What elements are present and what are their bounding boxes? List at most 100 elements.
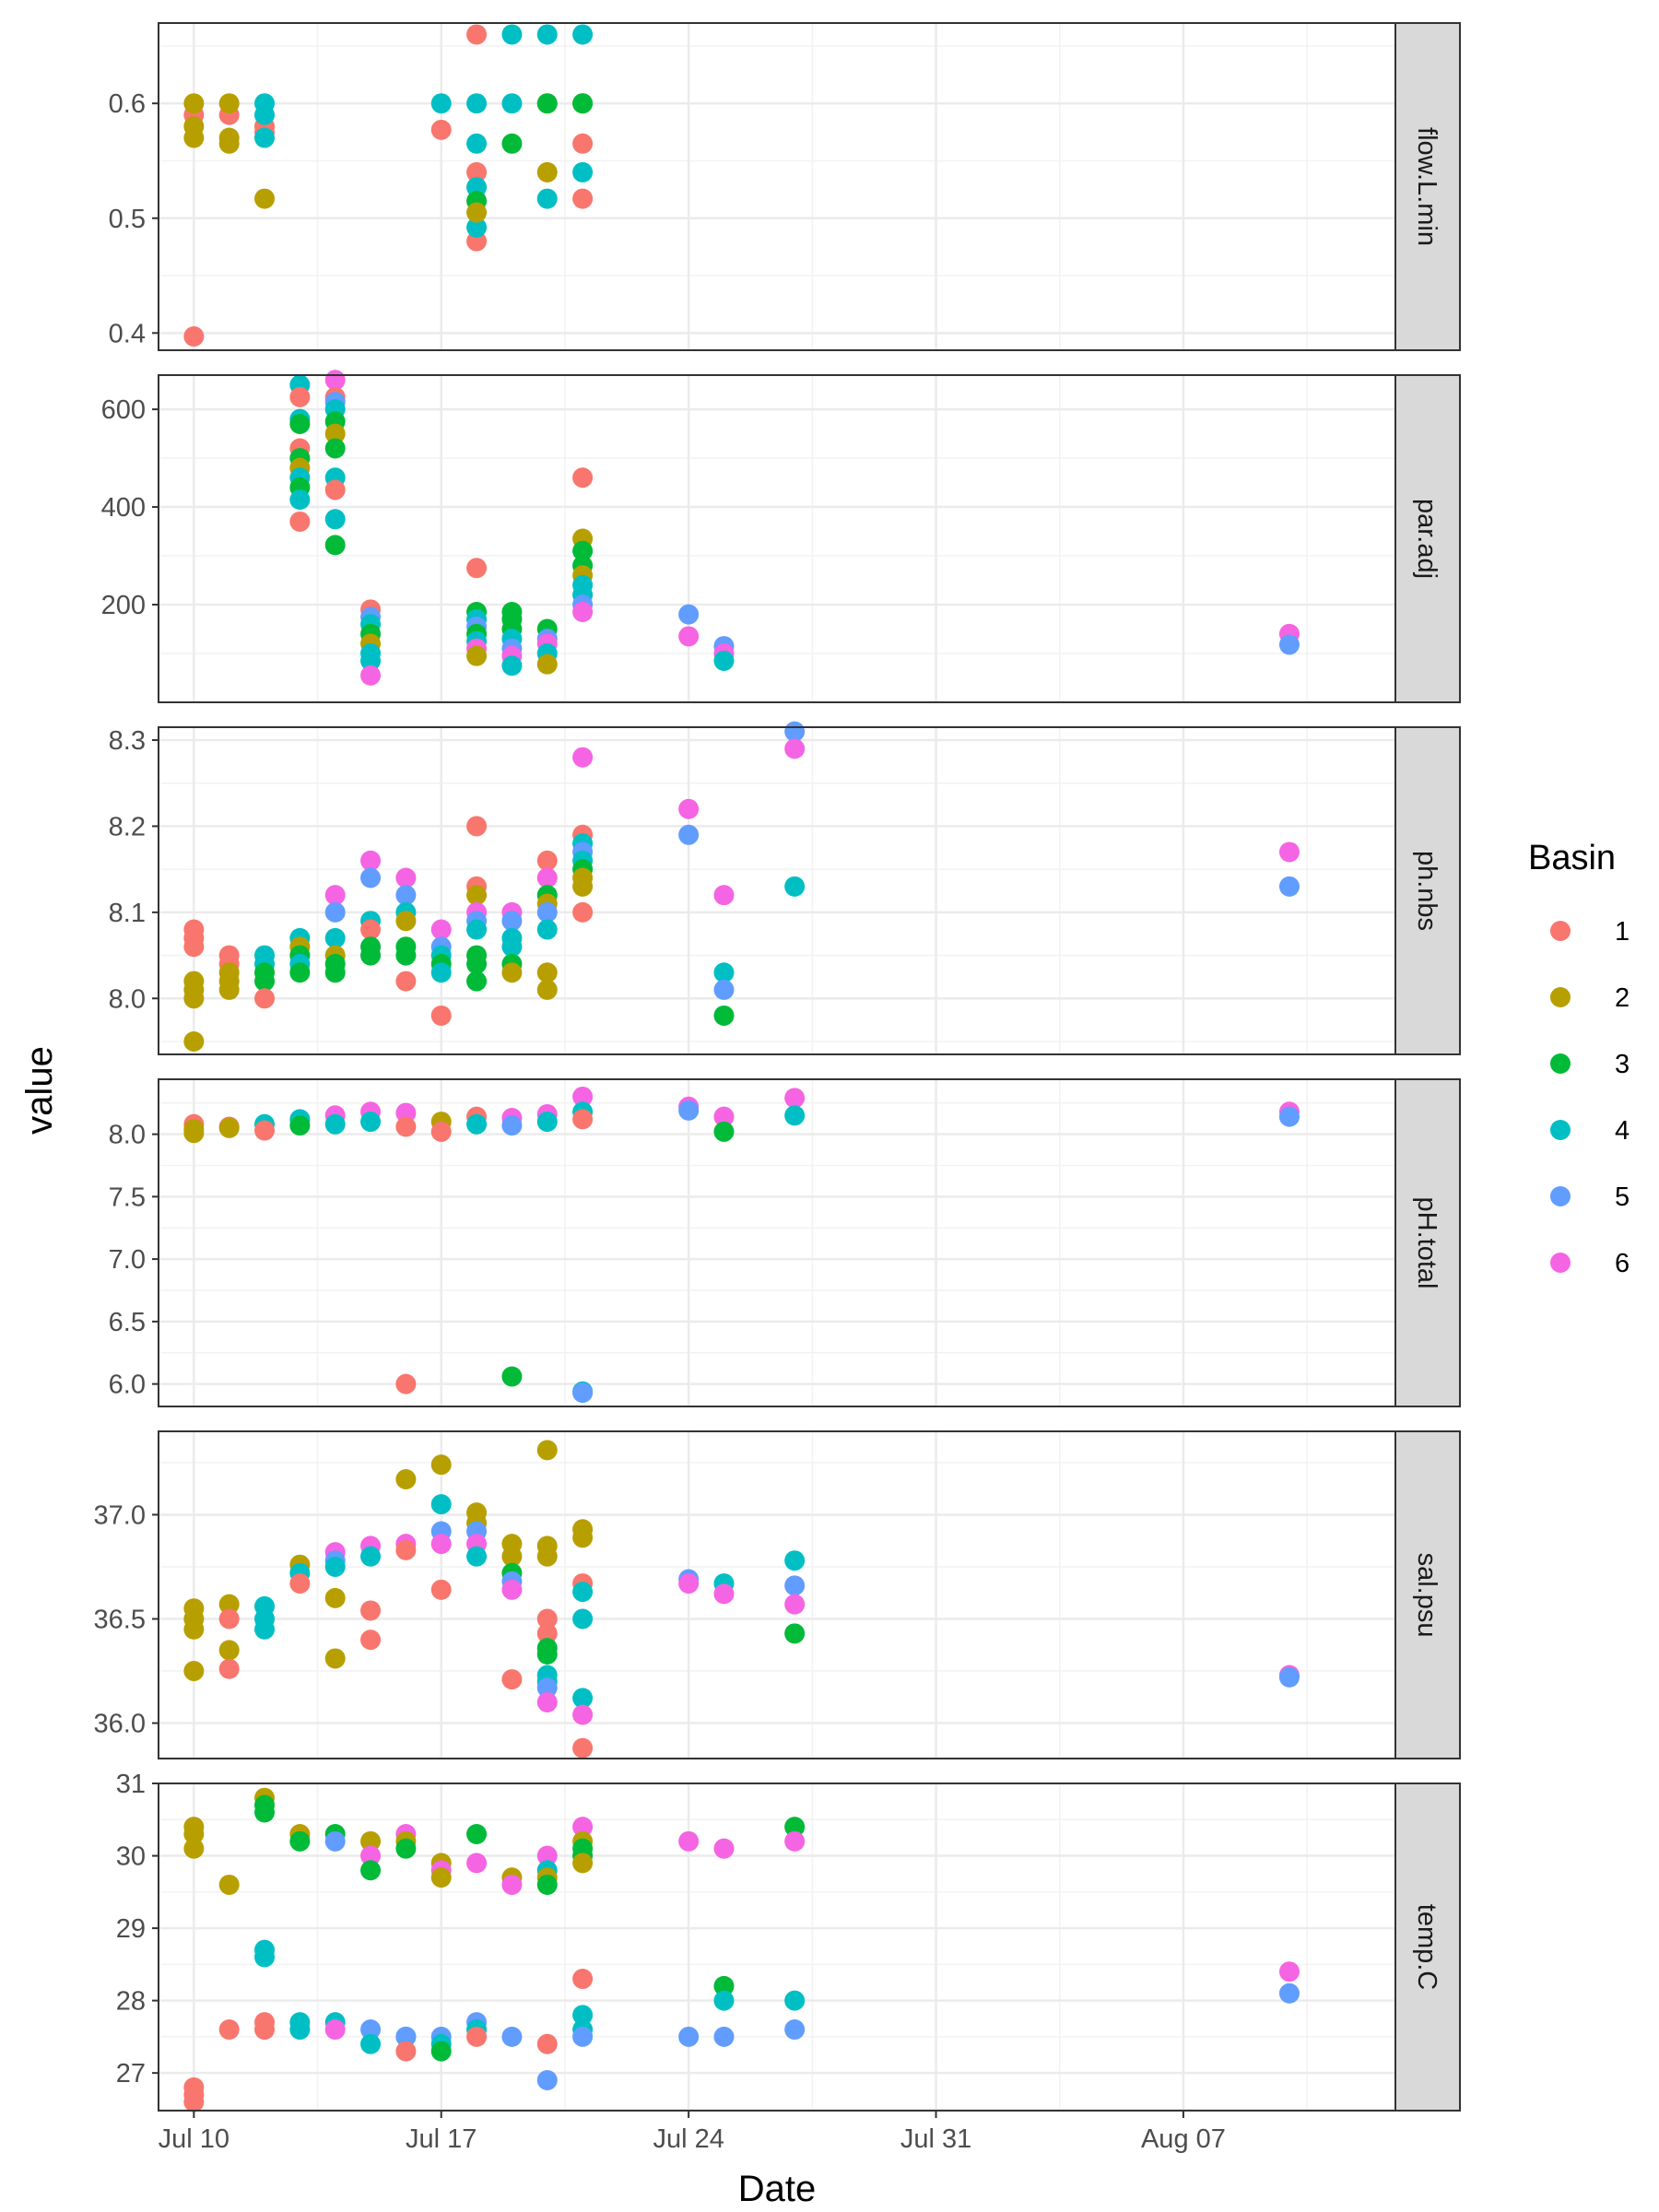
data-point-basin-3 — [254, 1802, 276, 1823]
data-point-basin-4 — [713, 1990, 735, 2011]
data-point-basin-5 — [678, 1100, 700, 1121]
data-point-basin-6 — [678, 1573, 700, 1594]
panel-background — [159, 23, 1395, 350]
facet-strip-label: par.adj — [1412, 499, 1441, 579]
data-point-basin-4 — [784, 1105, 806, 1126]
data-point-basin-1 — [572, 467, 594, 488]
points-pH-total — [183, 1086, 1300, 1404]
data-point-basin-1 — [254, 1120, 276, 1141]
data-point-basin-4 — [430, 962, 452, 983]
data-point-basin-5 — [678, 2026, 700, 2047]
x-axis: Jul 10 Jul 17 Jul 24 Jul 31 Aug 07 — [159, 2111, 1226, 2154]
data-point-basin-2 — [183, 1618, 205, 1640]
data-point-basin-5 — [678, 604, 700, 625]
data-point-basin-4 — [466, 1113, 488, 1135]
panel-sal-psu: 36.0 36.5 37.0 sal.psu — [94, 1430, 1461, 1759]
data-point-basin-6 — [466, 1853, 488, 1874]
data-point-basin-1 — [430, 1121, 452, 1142]
data-point-basin-5 — [536, 1677, 558, 1699]
data-point-basin-3 — [395, 945, 417, 966]
y-tick-label: 30 — [116, 1842, 146, 1872]
data-point-basin-2 — [572, 1853, 594, 1874]
data-point-basin-6 — [536, 1845, 558, 1866]
data-point-basin-5 — [360, 2019, 382, 2041]
y-tick-label: 8.3 — [109, 726, 146, 756]
legend-label-basin-3: 3 — [1615, 1050, 1630, 1079]
y-tick-label: 6.0 — [109, 1371, 146, 1400]
data-point-basin-6 — [360, 1845, 382, 1866]
data-point-basin-3 — [430, 2041, 452, 2062]
data-point-basin-2 — [466, 885, 488, 906]
data-point-basin-2 — [536, 653, 558, 675]
data-point-basin-1 — [572, 1109, 594, 1130]
y-tick-label: 8.0 — [109, 984, 146, 1014]
panel-flow-L-min: 0.4 0.5 0.6 flow.L.min — [109, 22, 1461, 351]
points-flow-L-min — [183, 24, 594, 347]
data-point-basin-5 — [395, 2026, 417, 2047]
legend-key-basin-5 — [1550, 1186, 1571, 1206]
panel-temp-C: 27 28 29 30 31 temp.C — [116, 1770, 1461, 2112]
data-point-basin-4 — [324, 509, 346, 530]
data-point-basin-5 — [501, 911, 523, 932]
data-point-basin-2 — [501, 1546, 523, 1567]
y-tick-label: 7.5 — [109, 1182, 146, 1212]
y-tick-label: 8.0 — [109, 1121, 146, 1150]
data-point-basin-6 — [501, 1579, 523, 1600]
facet-strip — [1394, 22, 1461, 351]
data-point-basin-1 — [218, 1608, 240, 1630]
data-point-basin-2 — [536, 1546, 558, 1567]
data-point-basin-6 — [360, 850, 382, 871]
data-point-basin-3 — [254, 971, 276, 992]
data-point-basin-2 — [183, 127, 205, 148]
x-tick-label: Aug 07 — [1141, 2124, 1226, 2154]
data-point-basin-4 — [572, 1608, 594, 1630]
y-tick-label: 8.1 — [109, 899, 146, 928]
y-tick-label: 0.5 — [109, 205, 146, 234]
data-point-basin-4 — [466, 919, 488, 940]
data-point-basin-4 — [324, 927, 346, 948]
data-point-basin-1 — [289, 1573, 311, 1594]
data-point-basin-5 — [536, 901, 558, 923]
data-point-basin-6 — [572, 601, 594, 622]
data-point-basin-6 — [1278, 841, 1300, 863]
legend-key-basin-4 — [1550, 1120, 1571, 1140]
data-point-basin-1 — [572, 1969, 594, 1990]
data-point-basin-6 — [395, 867, 417, 888]
data-point-basin-1 — [183, 936, 205, 958]
legend-key-basin-2 — [1550, 987, 1571, 1007]
data-point-basin-1 — [466, 816, 488, 837]
data-point-basin-3 — [784, 1817, 806, 1838]
data-point-basin-2 — [395, 911, 417, 932]
data-point-basin-4 — [289, 489, 311, 511]
y-tick-label: 29 — [116, 1914, 146, 1944]
points-sal-psu — [183, 1440, 1300, 1759]
data-point-basin-4 — [360, 1112, 382, 1133]
data-point-basin-1 — [466, 24, 488, 45]
panel-background — [159, 727, 1395, 1054]
data-point-basin-1 — [395, 2041, 417, 2062]
data-point-basin-2 — [430, 1867, 452, 1888]
data-point-basin-5 — [713, 979, 735, 1000]
data-point-basin-3 — [536, 93, 558, 114]
facet-strip — [1394, 1078, 1461, 1407]
data-point-basin-2 — [536, 161, 558, 182]
data-point-basin-2 — [183, 1030, 205, 1052]
data-point-basin-4 — [784, 1990, 806, 2011]
data-point-basin-6 — [572, 1086, 594, 1107]
y-tick-label: 400 — [101, 493, 146, 523]
data-point-basin-2 — [466, 202, 488, 223]
data-point-basin-6 — [430, 919, 452, 940]
data-point-basin-2 — [218, 1874, 240, 1895]
data-point-basin-2 — [218, 979, 240, 1000]
data-point-basin-6 — [713, 1838, 735, 1859]
facet-strip — [1394, 726, 1461, 1055]
data-point-basin-4 — [784, 1550, 806, 1571]
data-point-basin-3 — [324, 962, 346, 983]
facet-strip-label: pH.total — [1412, 1197, 1441, 1289]
data-point-basin-2 — [183, 1838, 205, 1859]
data-point-basin-5 — [1278, 1666, 1300, 1688]
data-point-basin-1 — [572, 133, 594, 154]
y-tick-label: 200 — [101, 591, 146, 620]
data-point-basin-4 — [324, 1556, 346, 1577]
